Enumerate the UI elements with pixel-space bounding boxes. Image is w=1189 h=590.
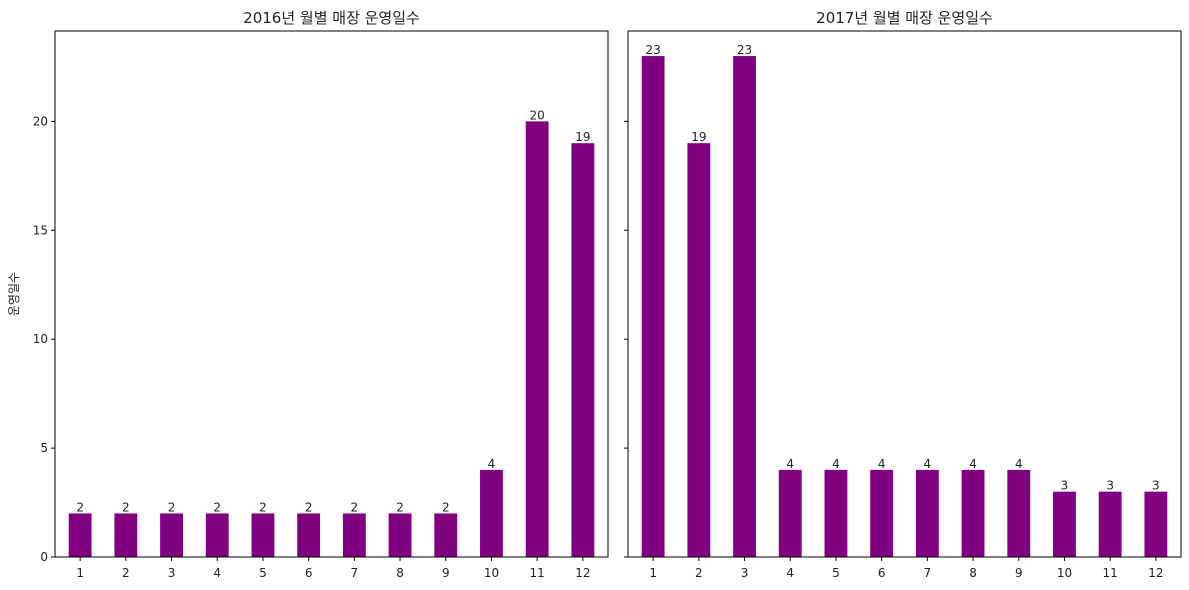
chart-title: 2016년 월별 매장 운영일수 <box>243 9 420 27</box>
data-label: 2 <box>213 500 221 514</box>
y-tick-label: 15 <box>33 223 48 237</box>
x-tick-label: 11 <box>1103 566 1118 580</box>
data-label: 4 <box>832 457 840 471</box>
x-tick-label: 6 <box>878 566 886 580</box>
data-label: 2 <box>259 500 267 514</box>
x-tick-label: 8 <box>396 566 404 580</box>
bar-2016-7 <box>342 513 366 557</box>
x-tick-label: 10 <box>484 566 499 580</box>
data-label: 4 <box>878 457 886 471</box>
bar-2016-3 <box>160 513 183 557</box>
x-tick-label: 5 <box>259 566 267 580</box>
bar-2016-9 <box>434 513 458 557</box>
data-label: 4 <box>786 457 794 471</box>
x-tick-label: 4 <box>786 566 794 580</box>
bar-2016-11 <box>525 121 549 557</box>
data-label: 2 <box>351 500 359 514</box>
x-tick-label: 2 <box>122 566 130 580</box>
y-tick-label: 0 <box>40 550 48 564</box>
x-tick-label: 6 <box>305 566 313 580</box>
x-tick-label: 7 <box>351 566 359 580</box>
data-label: 3 <box>1061 479 1069 493</box>
x-tick-label: 4 <box>213 566 221 580</box>
data-label: 19 <box>575 130 590 144</box>
bar-2017-8 <box>961 469 985 557</box>
bar-2017-2 <box>687 143 711 558</box>
data-label: 2 <box>122 500 130 514</box>
bar-2017-3 <box>733 56 756 558</box>
data-label: 4 <box>924 457 932 471</box>
bar-2017-11 <box>1098 491 1122 557</box>
bar-2016-12 <box>571 143 595 558</box>
data-label: 23 <box>737 43 752 57</box>
bar-2016-8 <box>388 513 412 557</box>
y-tick-label: 20 <box>33 114 48 128</box>
chart-panel-2016: 2016년 월별 매장 운영일수212223242526272829410201… <box>33 9 609 580</box>
x-tick-label: 9 <box>1015 566 1023 580</box>
y-axis-label: 운영일수 <box>7 272 21 316</box>
data-label: 19 <box>691 130 706 144</box>
x-tick-label: 11 <box>530 566 545 580</box>
x-tick-label: 9 <box>442 566 450 580</box>
x-tick-label: 5 <box>832 566 840 580</box>
data-label: 2 <box>305 500 313 514</box>
y-tick-label: 10 <box>33 332 48 346</box>
data-label: 23 <box>645 43 660 57</box>
x-tick-label: 2 <box>695 566 703 580</box>
bar-2017-4 <box>778 469 802 557</box>
x-tick-label: 7 <box>924 566 932 580</box>
bar-2017-5 <box>824 469 848 557</box>
data-label: 2 <box>168 500 176 514</box>
data-label: 3 <box>1152 479 1160 493</box>
bar-2016-4 <box>205 513 229 557</box>
x-tick-label: 12 <box>1148 566 1163 580</box>
x-tick-label: 10 <box>1057 566 1072 580</box>
bar-2017-1 <box>641 56 665 558</box>
x-tick-label: 3 <box>168 566 176 580</box>
bar-2017-7 <box>915 469 939 557</box>
bar-2016-1 <box>68 513 92 557</box>
y-tick-label: 5 <box>40 441 48 455</box>
plot-frame <box>54 30 609 558</box>
data-label: 4 <box>488 457 496 471</box>
bar-2016-2 <box>114 513 138 557</box>
data-label: 20 <box>530 108 545 122</box>
bar-2017-9 <box>1007 469 1031 557</box>
x-tick-label: 8 <box>969 566 977 580</box>
x-tick-label: 1 <box>649 566 657 580</box>
data-label: 4 <box>969 457 977 471</box>
data-label: 2 <box>76 500 84 514</box>
data-label: 2 <box>396 500 404 514</box>
bar-2017-10 <box>1053 491 1076 557</box>
bar-2017-12 <box>1144 491 1168 557</box>
data-label: 2 <box>442 500 450 514</box>
bar-2016-10 <box>480 469 503 557</box>
bar-2016-6 <box>297 513 321 557</box>
x-tick-label: 1 <box>76 566 84 580</box>
plot-frame <box>627 30 1182 558</box>
chart-panel-2017: 2017년 월별 매장 운영일수 23 1 19 2 23 3 4 4 4 5 4 6 4 7 4 8 4 9 3 10… <box>624 9 1182 580</box>
bar-2016-5 <box>251 513 275 557</box>
data-label: 3 <box>1106 479 1114 493</box>
data-label: 4 <box>1015 457 1023 471</box>
bar-2017-6 <box>870 469 894 557</box>
chart-title: 2017년 월별 매장 운영일수 <box>816 9 993 27</box>
x-tick-label: 3 <box>741 566 749 580</box>
x-tick-label: 12 <box>575 566 590 580</box>
